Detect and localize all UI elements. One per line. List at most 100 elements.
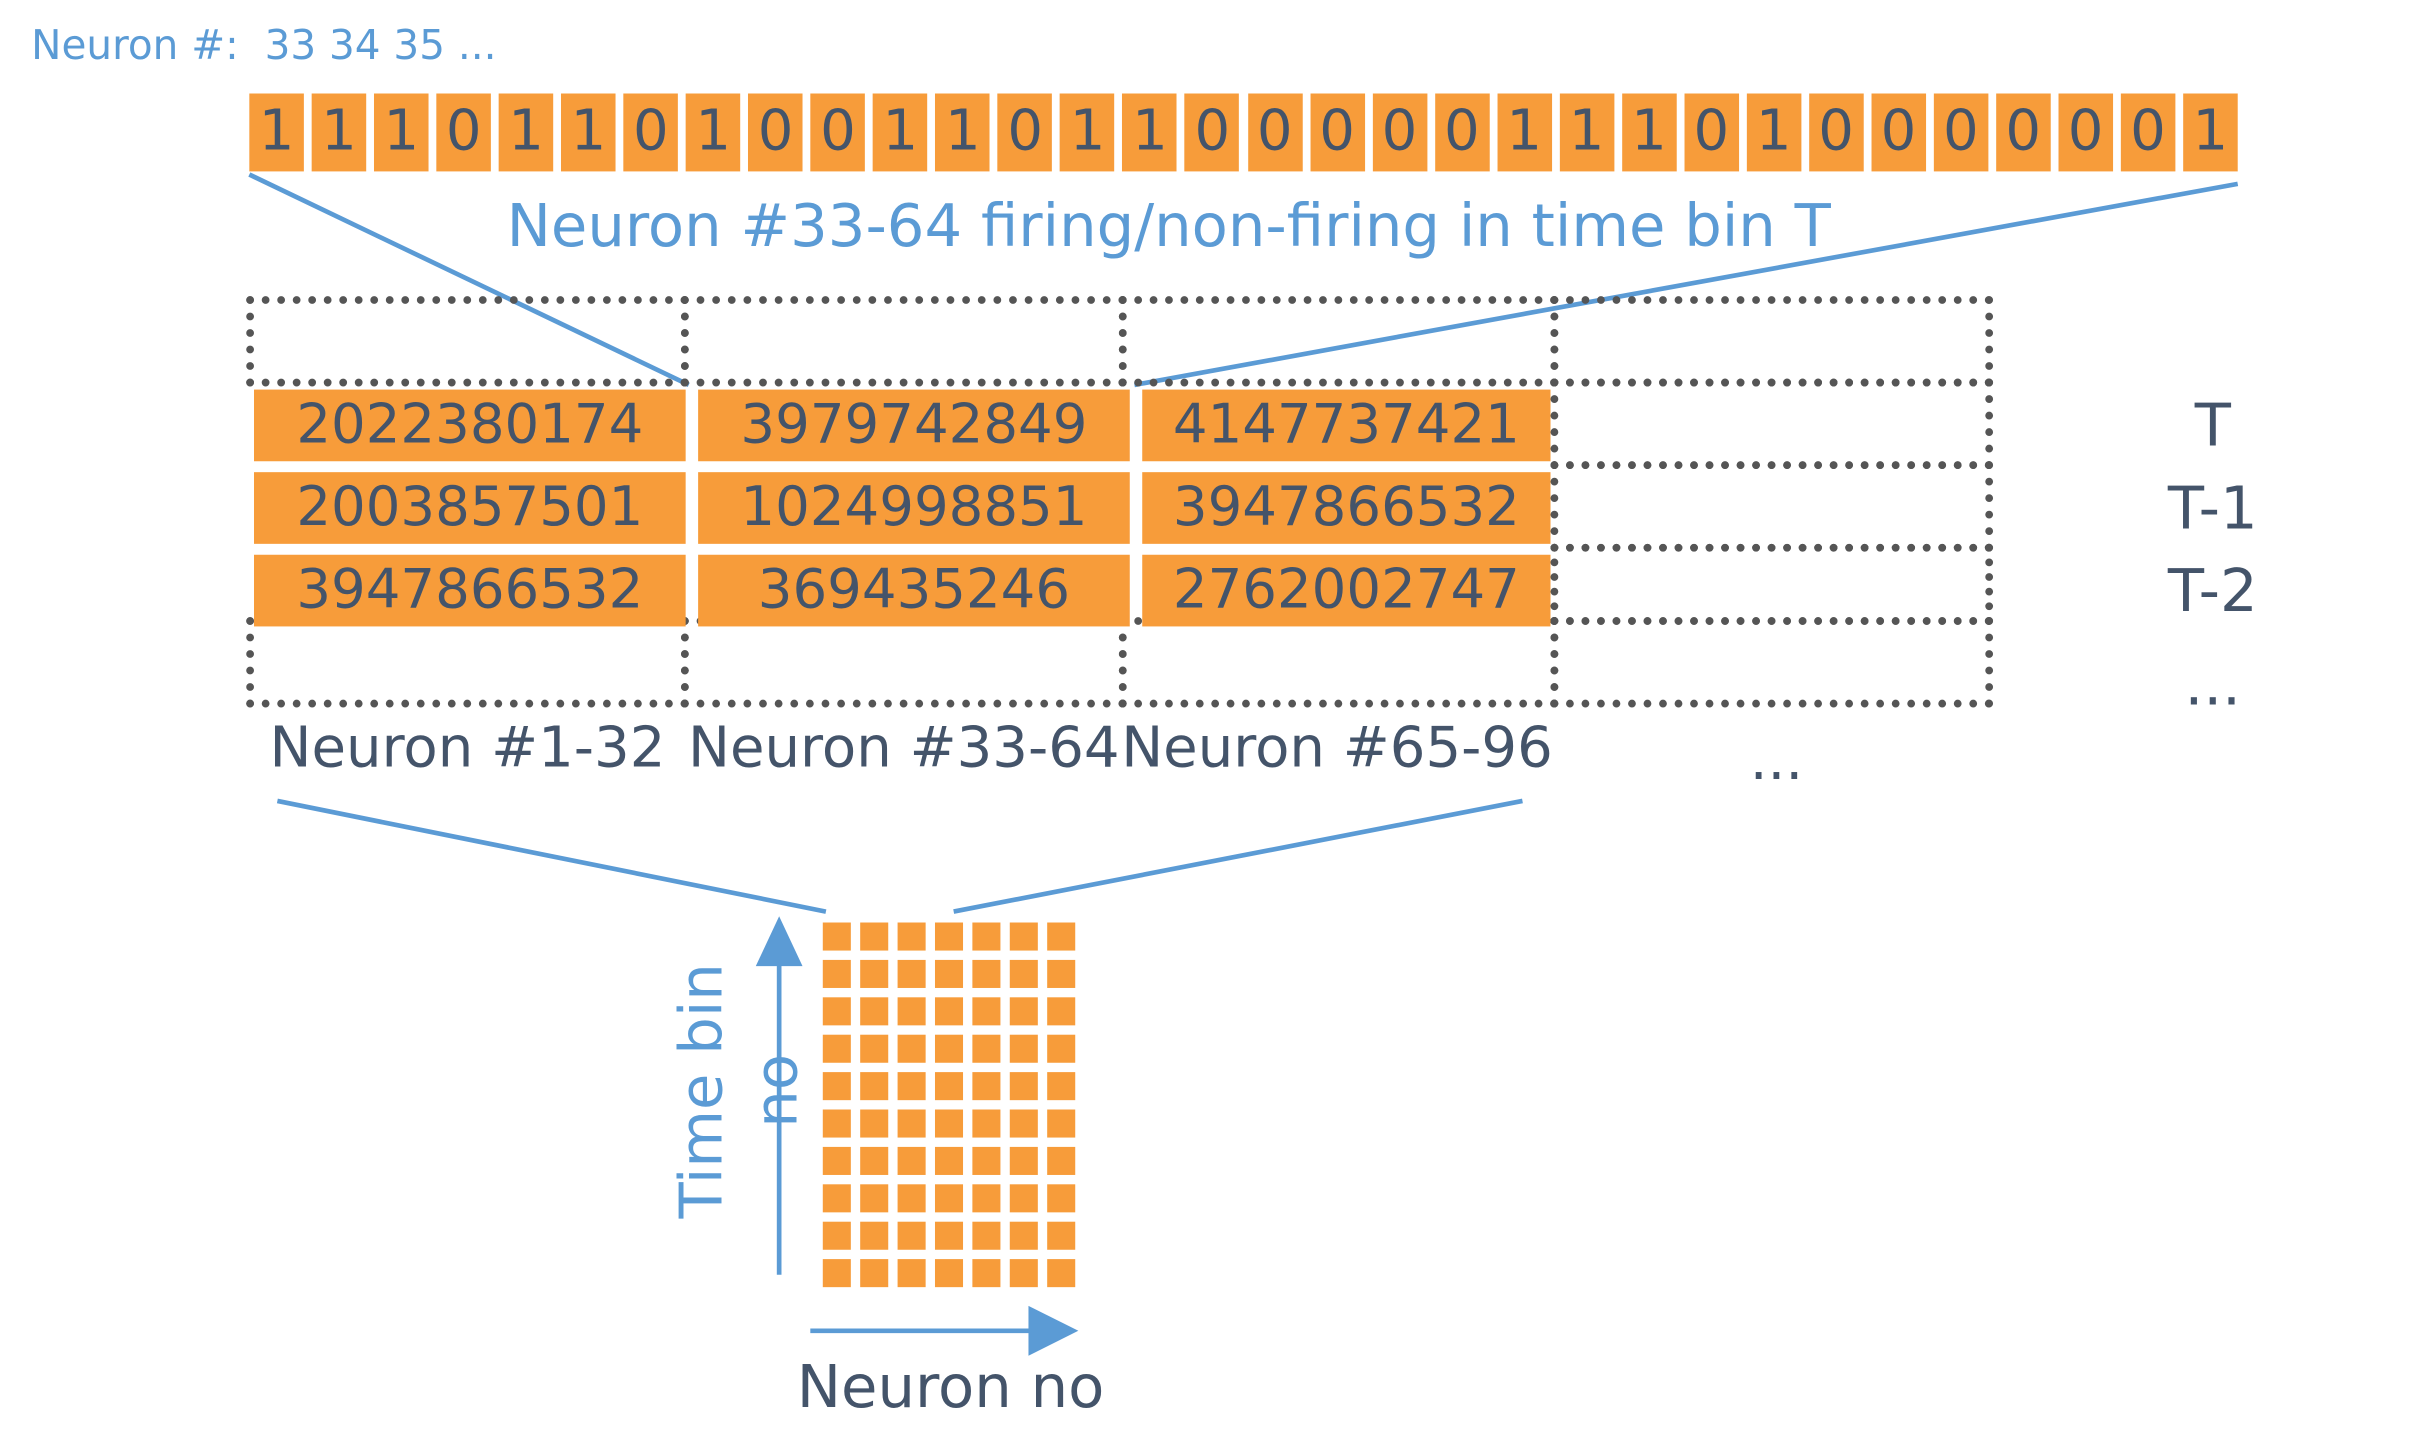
matrix-cell: [1047, 1221, 1076, 1250]
dotted-cell: [246, 296, 689, 387]
matrix-cell: [1009, 1034, 1038, 1063]
column-label: Neuron #33-64: [688, 716, 1120, 781]
matrix-cell: [897, 1109, 926, 1138]
matrix-cell: [1009, 1184, 1038, 1213]
column-label: Neuron #1-32: [269, 716, 666, 781]
matrix-cell: [1009, 1072, 1038, 1101]
bit-cell: 0: [997, 93, 1053, 172]
zoom-line-right: [1134, 181, 2239, 388]
x-axis-label: Neuron no: [796, 1352, 1105, 1422]
matrix-cell: [1009, 997, 1038, 1026]
bit-cell: 0: [1871, 93, 1926, 172]
dotted-cell: [1118, 617, 1559, 708]
bit-cell: 0: [1684, 93, 1739, 172]
matrix-cell: [822, 959, 851, 988]
matrix-cell: [934, 1221, 964, 1250]
dotted-cell: [1550, 296, 1994, 387]
matrix-cell: [972, 922, 1001, 951]
matrix-cell: [934, 1184, 964, 1213]
matrix-cell: [972, 1259, 1001, 1288]
bit-cell: 0: [1808, 93, 1864, 172]
dotted-cell: [1550, 378, 1994, 470]
spike-matrix: [822, 922, 1079, 1288]
more-columns-ellipsis: ...: [1749, 729, 1804, 794]
matrix-cell: [860, 959, 889, 988]
matrix-cell: [972, 1221, 1001, 1250]
matrix-cell: [860, 1072, 889, 1101]
bit-cell: 0: [1309, 93, 1365, 172]
matrix-cell: [897, 997, 926, 1026]
matrix-cell: [897, 1072, 926, 1101]
dotted-cell: [1550, 617, 1994, 708]
matrix-cell: [822, 1072, 851, 1101]
matrix-cell: [897, 1259, 926, 1288]
table-cell: 369435246: [698, 554, 1130, 627]
matrix-cell: [897, 1146, 926, 1175]
matrix-cell: [1009, 1146, 1038, 1175]
matrix-cell: [1009, 1221, 1038, 1250]
matrix-cell: [1047, 997, 1076, 1026]
matrix-cell: [934, 1259, 964, 1288]
x-axis-arrowhead: [1028, 1305, 1079, 1356]
matrix-cell: [860, 1221, 889, 1250]
matrix-cell: [934, 959, 964, 988]
bit-cell: 0: [2120, 93, 2176, 172]
matrix-cell: [934, 1109, 964, 1138]
bit-cell: 0: [1434, 93, 1490, 172]
bit-cell: 1: [2183, 93, 2238, 172]
matrix-cell: [1009, 959, 1038, 988]
dotted-cell: [1550, 461, 1994, 552]
matrix-cell: [1047, 1259, 1076, 1288]
matrix-cell: [1009, 1259, 1038, 1288]
firing-caption: Neuron #33-64 firing/non-firing in time …: [506, 191, 1831, 261]
matrix-cell: [934, 1072, 964, 1101]
bit-cell: 0: [1247, 93, 1302, 172]
table-cell: 2022380174: [254, 389, 686, 462]
bit-cell: 1: [1496, 93, 1552, 172]
matrix-cell: [934, 997, 964, 1026]
zoom-line-left: [248, 172, 690, 388]
dotted-cell: [680, 296, 1127, 387]
y-axis-arrowhead: [755, 916, 803, 967]
bit-cell: 0: [2058, 93, 2113, 172]
bit-cell: 0: [1372, 93, 1427, 172]
bit-cell: 1: [1746, 93, 1802, 172]
bit-cell: 0: [810, 93, 866, 172]
matrix-cell: [1047, 922, 1076, 951]
dotted-cell: [1550, 543, 1994, 625]
matrix-cell: [934, 1146, 964, 1175]
matrix-cell: [860, 1034, 889, 1063]
time-label-t-1: T-1: [2167, 473, 2258, 543]
matrix-cell: [1047, 1072, 1076, 1101]
matrix-cell: [972, 1072, 1001, 1101]
matrix-cell: [822, 1146, 851, 1175]
bit-cell: 0: [1995, 93, 2051, 172]
table-cell: 4147737421: [1142, 389, 1551, 462]
bit-cell: 0: [436, 93, 492, 172]
neuron-index-values: 33 34 35 ...: [264, 23, 497, 71]
bit-cell: 1: [1559, 93, 1614, 172]
bit-cell: 1: [935, 93, 991, 172]
bit-cell: 0: [623, 93, 679, 172]
mini-line-left: [276, 798, 827, 914]
table-cell: 2003857501: [254, 472, 686, 544]
matrix-cell: [972, 959, 1001, 988]
bit-cell: 1: [1122, 93, 1178, 172]
time-label-ellipsis: ...: [2184, 649, 2242, 719]
dotted-cell: [680, 617, 1127, 708]
table-cell: 3947866532: [254, 554, 686, 627]
matrix-cell: [972, 1146, 1001, 1175]
column-label: Neuron #65-96: [1121, 716, 1553, 781]
matrix-cell: [822, 997, 851, 1026]
neuron-index-prefix: Neuron #:: [31, 23, 239, 71]
bit-cell: 0: [1185, 93, 1240, 172]
bit-cell: 0: [748, 93, 803, 172]
matrix-cell: [972, 1034, 1001, 1063]
matrix-cell: [822, 1109, 851, 1138]
matrix-cell: [897, 959, 926, 988]
bit-cell: 1: [1621, 93, 1677, 172]
bit-cell: 1: [561, 93, 616, 172]
matrix-cell: [897, 1184, 926, 1213]
matrix-cell: [1009, 922, 1038, 951]
